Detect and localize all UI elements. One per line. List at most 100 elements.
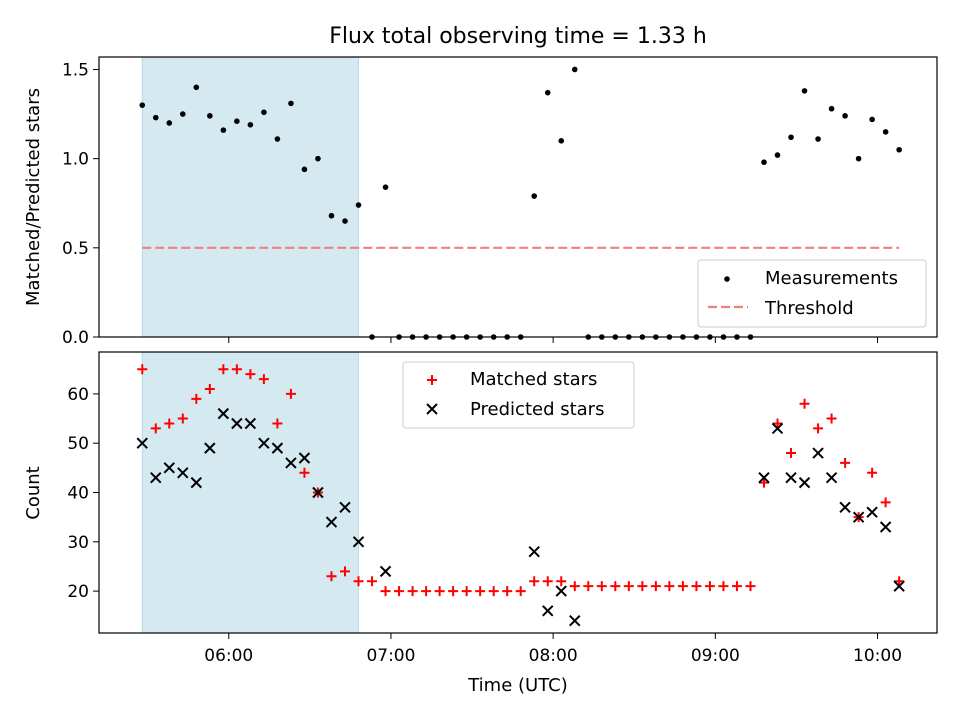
bottom-matched-stars-point xyxy=(745,581,756,592)
bottom-predicted-stars-point xyxy=(271,442,284,454)
top-y-axis-label: Matched/Predicted stars xyxy=(23,88,44,306)
top-measurements-point xyxy=(328,212,335,219)
bottom-x-tick-label: 09:00 xyxy=(691,646,740,666)
top-measurements-point xyxy=(180,111,186,117)
top-measurements-point xyxy=(774,152,781,158)
top-measurements-point xyxy=(855,155,862,162)
top-measurements-point xyxy=(234,118,240,125)
bottom-predicted-stars-point xyxy=(177,467,189,479)
top-measurements-point xyxy=(301,166,308,173)
bottom-predicted-stars-point xyxy=(852,511,865,523)
bottom-predicted-stars-point xyxy=(839,501,851,513)
bottom-matched-stars-point xyxy=(596,581,607,592)
top-shaded-region xyxy=(141,56,360,338)
bottom-predicted-stars-point xyxy=(312,486,324,499)
bottom-x-tick-label: 06:00 xyxy=(204,646,253,666)
bottom-matched-stars-point xyxy=(285,388,296,399)
bottom-legend xyxy=(402,361,635,429)
top-measurements-point xyxy=(869,116,875,123)
top-y-tick-label: 1.5 xyxy=(62,60,89,80)
bottom-matched-stars-point xyxy=(623,581,634,592)
bottom-matched-stars-point xyxy=(339,566,350,577)
bottom-predicted-stars-point xyxy=(150,472,162,484)
bottom-predicted-stars-point xyxy=(258,437,270,449)
bottom-matched-stars-point xyxy=(488,586,499,597)
bottom-matched-stars-point xyxy=(691,581,702,592)
bottom-predicted-stars-point xyxy=(542,605,554,617)
bottom-predicted-stars-point xyxy=(569,614,581,627)
bottom-matched-stars-point xyxy=(556,576,567,587)
bottom-predicted-stars-point xyxy=(893,580,905,592)
bottom-y-tick-label: 50 xyxy=(67,434,89,454)
bottom-matched-stars-point xyxy=(637,581,648,592)
bottom-predicted-stars-point xyxy=(136,437,148,449)
top-panel: 0.0 0.5 1.0 1.5 Measurements Threshold xyxy=(62,56,938,348)
bottom-matched-stars-point xyxy=(867,467,878,478)
legend-measurements-marker xyxy=(724,276,730,282)
top-measurements-point xyxy=(355,202,362,208)
bottom-matched-stars-point xyxy=(164,418,175,429)
legend-predicted-label: Predicted stars xyxy=(470,399,604,420)
bottom-predicted-stars-point xyxy=(190,476,203,489)
x-axis-label: Time (UTC) xyxy=(467,675,568,696)
bottom-predicted-stars-point xyxy=(528,545,540,558)
bottom-matched-stars-point xyxy=(502,586,513,597)
bottom-matched-stars-point xyxy=(677,581,688,592)
bottom-matched-stars-point xyxy=(150,423,161,434)
top-measurements-point xyxy=(896,146,902,153)
bottom-matched-stars-point xyxy=(367,576,378,587)
top-measurements-point xyxy=(788,134,794,141)
bottom-predicted-stars-point xyxy=(785,472,797,484)
bottom-matched-stars-point xyxy=(786,448,797,459)
bottom-matched-stars-point xyxy=(326,571,337,582)
top-y-tick-label: 0.0 xyxy=(62,328,89,348)
bottom-y-axis-label: Count xyxy=(23,466,44,519)
bottom-predicted-stars-point xyxy=(231,417,243,430)
bottom-matched-stars-point xyxy=(772,418,783,429)
bottom-predicted-stars-point xyxy=(758,472,770,484)
bottom-y-tick-label: 40 xyxy=(67,484,89,504)
top-axes-frame xyxy=(98,56,938,338)
top-measurements-point xyxy=(571,66,578,73)
bottom-predicted-stars-point xyxy=(866,506,878,518)
bottom-predicted-stars-point xyxy=(879,521,892,533)
top-measurements-point xyxy=(261,109,267,116)
bottom-predicted-stars-point xyxy=(217,407,230,420)
top-measurements-point xyxy=(315,155,321,162)
bottom-y-tick-label: 20 xyxy=(67,582,89,602)
bottom-matched-stars-point xyxy=(610,581,621,592)
top-measurements-point xyxy=(531,193,538,199)
bottom-matched-stars-point xyxy=(583,581,594,592)
bottom-predicted-stars-point xyxy=(825,472,838,484)
top-measurements-point xyxy=(207,113,213,119)
bottom-matched-stars-point xyxy=(650,581,661,592)
top-y-tick-label: 1.0 xyxy=(62,150,89,170)
bottom-predicted-stars-point xyxy=(204,442,216,454)
top-measurements-point xyxy=(288,100,294,107)
bottom-matched-stars-point xyxy=(880,497,891,508)
bottom-matched-stars-point xyxy=(758,477,769,488)
bottom-shaded-region xyxy=(141,351,360,634)
top-measurements-point xyxy=(139,102,146,108)
top-measurements-point xyxy=(815,136,821,142)
legend-measurements-label: Measurements xyxy=(765,268,898,289)
bottom-predicted-stars-point xyxy=(555,585,567,597)
bottom-y-tick-label: 30 xyxy=(67,533,89,553)
top-measurements-point xyxy=(274,136,281,142)
legend-predicted-marker xyxy=(426,403,438,415)
bottom-matched-stars-point xyxy=(813,423,824,434)
bottom-predicted-stars-point xyxy=(812,447,824,459)
top-measurements-point xyxy=(882,129,889,135)
bottom-matched-stars-point xyxy=(704,581,715,592)
bottom-matched-stars-point xyxy=(258,374,269,385)
bottom-matched-stars-point xyxy=(191,393,202,404)
bottom-x-tick-label: 07:00 xyxy=(366,646,415,666)
top-measurements-point xyxy=(828,105,835,112)
bottom-predicted-stars-point xyxy=(771,422,784,435)
top-measurements-point xyxy=(152,114,159,121)
bottom-predicted-stars-point xyxy=(352,536,365,548)
top-measurements-point xyxy=(842,113,848,119)
top-measurements-point xyxy=(166,120,173,126)
bottom-matched-stars-point xyxy=(840,457,851,468)
